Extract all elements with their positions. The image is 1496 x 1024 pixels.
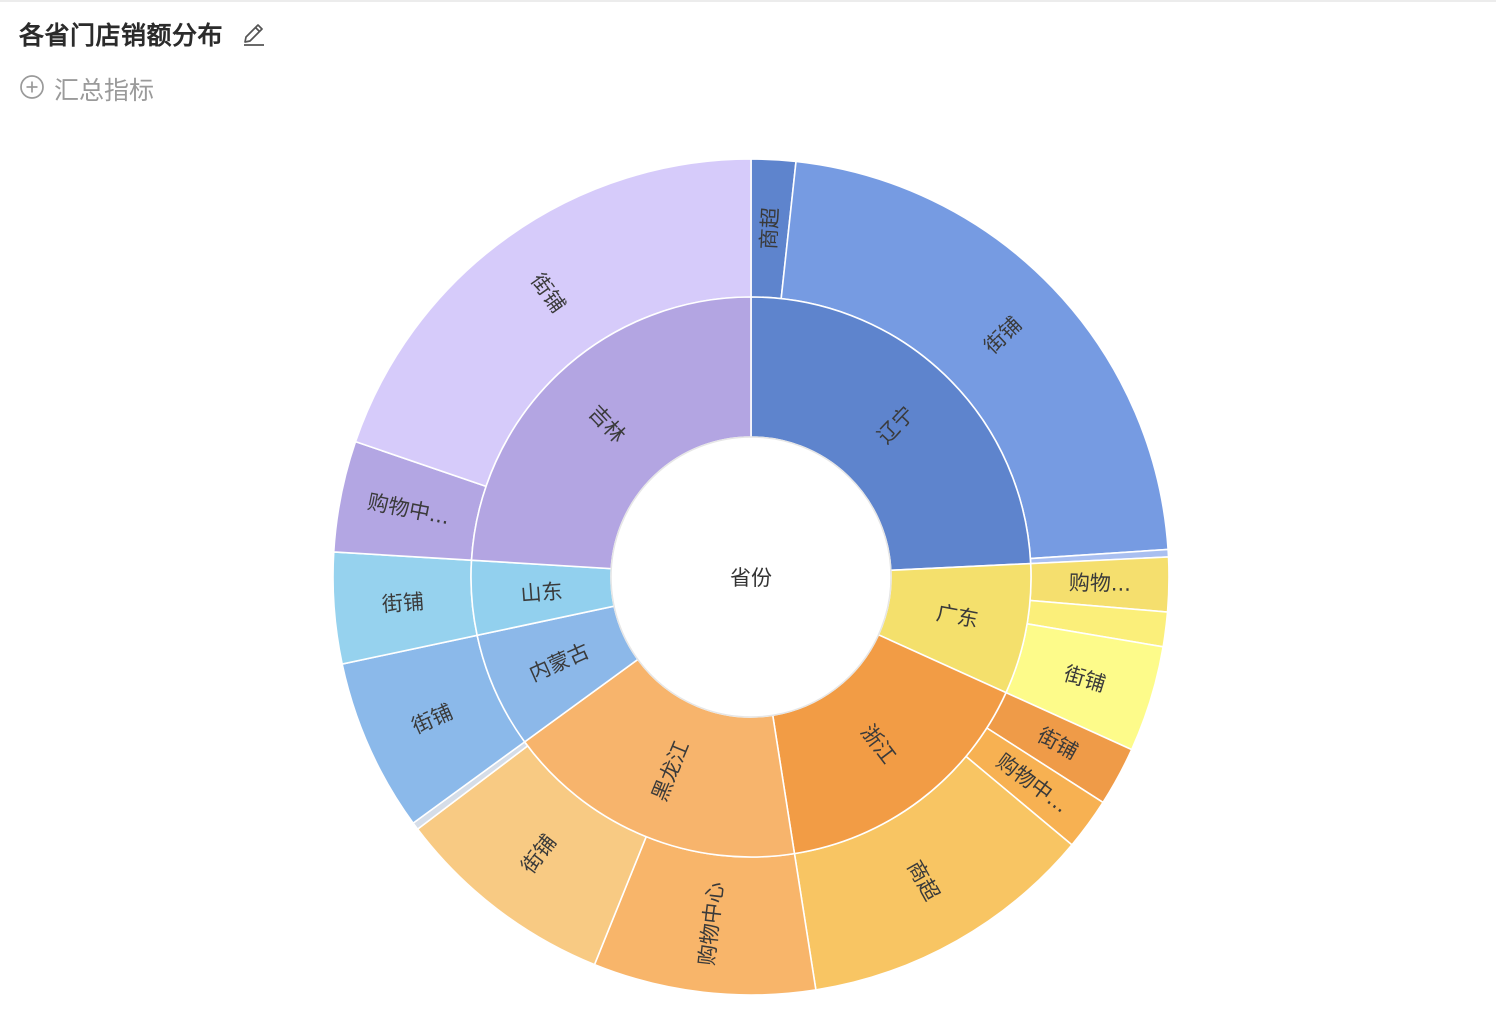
label-outer-5-0: 街铺 <box>381 590 425 617</box>
add-metric-button[interactable]: 汇总指标 <box>19 70 154 108</box>
center-hole <box>610 436 892 718</box>
pencil-icon[interactable] <box>239 19 269 49</box>
add-metric-label: 汇总指标 <box>54 76 155 105</box>
top-divider <box>0 0 1496 2</box>
label-inner-5: 山东 <box>520 579 564 606</box>
center-label: 省份 <box>730 566 772 590</box>
plus-circle-icon <box>19 74 45 104</box>
label-outer-1-0: 购物... <box>1069 571 1131 596</box>
label-outer-0-0: 商超 <box>757 207 783 250</box>
chart-title: 各省门店销额分布 <box>19 21 224 50</box>
chart-header: 各省门店销额分布 <box>19 14 269 54</box>
